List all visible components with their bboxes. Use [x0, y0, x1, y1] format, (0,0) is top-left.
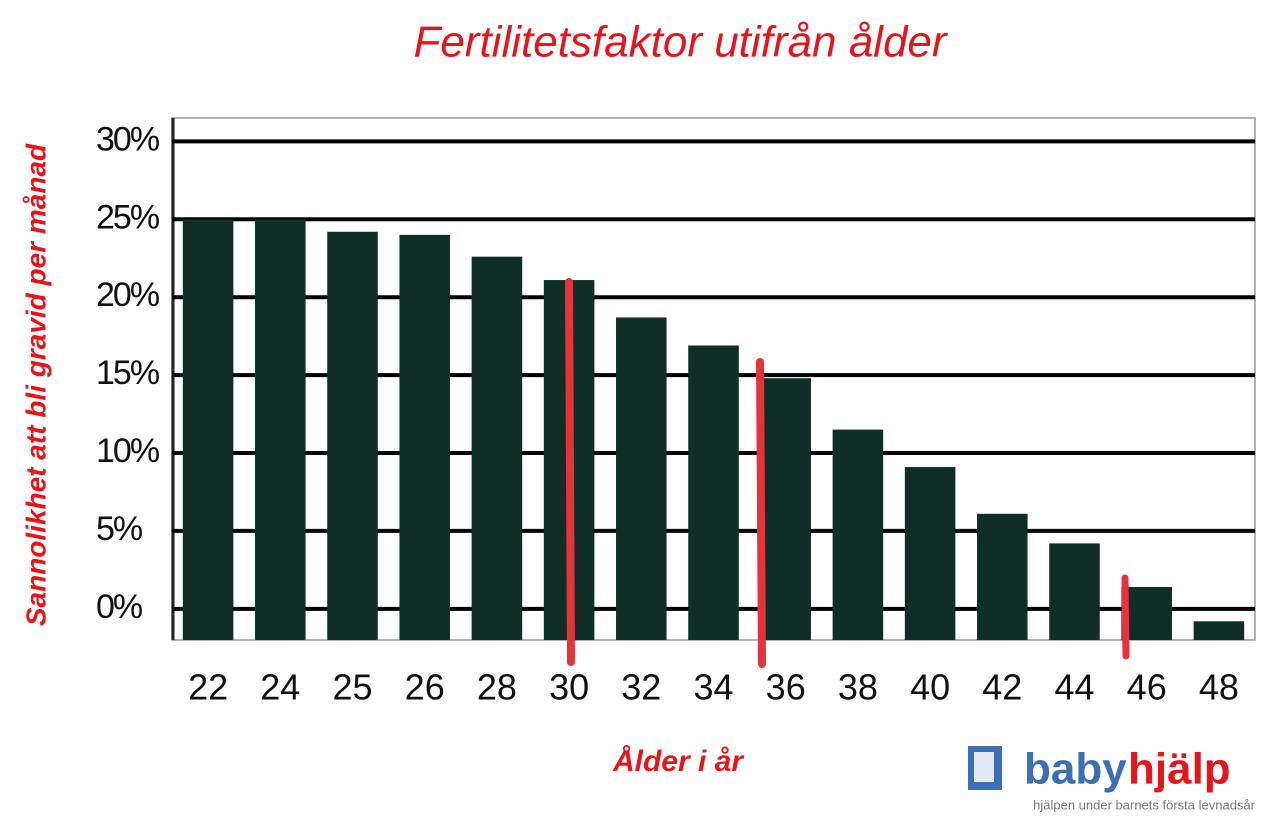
y-tick-label: 5%: [96, 510, 143, 548]
bar: [1193, 621, 1245, 640]
y-axis-label: Sannolikhet att bli gravid per månad: [20, 143, 51, 626]
bar: [1049, 543, 1100, 640]
chart-title: Fertilitetsfaktor utifrån ålder: [413, 18, 948, 67]
bar: [904, 467, 956, 640]
bar: [1121, 587, 1172, 640]
x-tick-label: 40: [910, 667, 950, 708]
logo-icon-inner: [974, 752, 994, 782]
marker-line: [565, 278, 575, 666]
marks: 0% 5% 10% 15% 20% 25% 30% 22 24 25 26 28 30 32 34 36 38 4…: [96, 120, 1255, 708]
bar: [688, 345, 739, 640]
logo: baby hjälp hjälpen under barnets första …: [968, 745, 1256, 812]
y-tick-label: 20%: [96, 276, 160, 314]
y-tick-label: 30%: [96, 120, 160, 158]
x-tick-label: 26: [405, 667, 445, 708]
y-tick-label: 25%: [96, 198, 160, 236]
logo-brand: baby: [1024, 745, 1127, 794]
bar: [616, 317, 667, 640]
marker-line: [756, 358, 766, 668]
bar: [327, 231, 378, 640]
y-tick-label: 10%: [96, 432, 160, 470]
annotations: [565, 278, 1130, 668]
x-tick-label: 36: [766, 667, 806, 708]
bar: [760, 378, 811, 640]
x-tick-label: 38: [838, 667, 878, 708]
x-tick-label: 32: [621, 667, 661, 708]
logo-tagline: hjälpen under barnets första levnadsår: [1033, 797, 1256, 812]
x-tick-label: 34: [693, 667, 733, 708]
x-tick-label: 28: [477, 667, 517, 708]
bar: [182, 219, 234, 641]
y-tick-label: 15%: [96, 354, 160, 392]
x-tick-label: 46: [1127, 667, 1167, 708]
x-tick-label: 30: [549, 667, 589, 708]
x-tick-label: 24: [260, 667, 300, 708]
marker-line: [1121, 574, 1130, 660]
bar: [977, 513, 1028, 640]
x-tick-label: 22: [188, 667, 228, 708]
x-tick-label: 44: [1054, 667, 1094, 708]
y-tick-label: 0%: [96, 588, 143, 626]
x-axis-label: Ålder i år: [612, 745, 745, 778]
x-tick-label: 42: [982, 667, 1022, 708]
x-tick-label: 25: [332, 667, 372, 708]
bar: [832, 429, 884, 640]
bar: [471, 256, 523, 640]
bar: [255, 219, 306, 641]
logo-brand: hjälp: [1128, 745, 1231, 794]
x-tick-label: 48: [1199, 667, 1239, 708]
bar: [399, 234, 450, 641]
